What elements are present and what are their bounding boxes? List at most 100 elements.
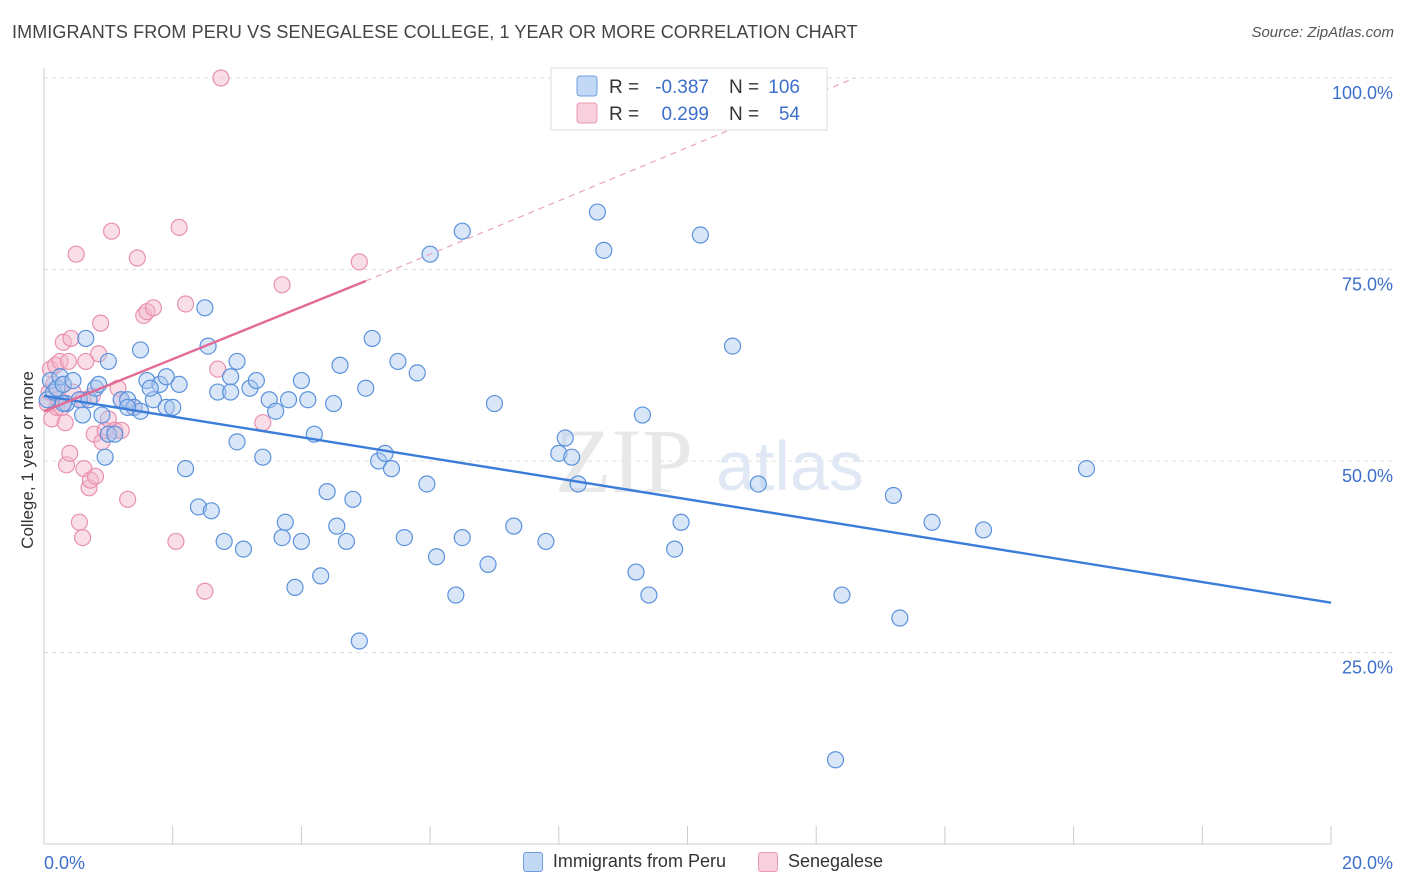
- point-peru: [453, 222, 471, 240]
- point-senegalese: [350, 253, 368, 271]
- point-peru: [318, 483, 336, 501]
- point-senegalese: [167, 532, 185, 551]
- point-senegalese: [56, 414, 74, 432]
- point-peru: [382, 460, 401, 478]
- point-peru: [202, 502, 220, 520]
- point-peru: [453, 528, 471, 547]
- point-peru: [234, 540, 253, 558]
- point-peru: [312, 567, 330, 585]
- point-peru: [395, 528, 413, 547]
- point-peru: [505, 517, 523, 535]
- point-peru: [196, 299, 214, 317]
- point-peru: [1077, 460, 1096, 478]
- point-peru: [537, 532, 555, 551]
- point-peru: [337, 532, 356, 551]
- point-senegalese: [209, 360, 227, 378]
- point-peru: [363, 329, 381, 348]
- legend-n-value-senegalese: 54: [779, 104, 801, 125]
- point-peru: [247, 371, 265, 390]
- point-peru: [672, 513, 690, 531]
- source-label: Source: ZipAtlas.com: [1251, 24, 1394, 41]
- point-senegalese: [196, 582, 214, 600]
- point-peru: [189, 498, 208, 516]
- point-peru: [427, 548, 446, 566]
- point-senegalese: [74, 528, 92, 547]
- point-peru: [974, 521, 993, 539]
- point-peru: [344, 490, 362, 508]
- legend-r-value-senegalese: 0.299: [661, 104, 709, 125]
- point-peru: [833, 586, 851, 604]
- point-peru: [350, 632, 368, 650]
- point-senegalese: [176, 295, 195, 313]
- point-senegalese: [273, 276, 291, 294]
- point-peru: [563, 448, 581, 466]
- trend-line-senegalese: [43, 279, 367, 413]
- tick-labels: 25.0% 50.0% 75.0% 100.0% 0.0% 20.0%: [44, 83, 1393, 873]
- point-peru: [627, 563, 645, 581]
- legend-item-senegalese: Senegalese: [757, 851, 884, 872]
- watermark-atlas: atlas: [716, 427, 864, 505]
- point-peru: [276, 513, 294, 531]
- point-senegalese: [102, 222, 121, 240]
- point-peru: [267, 402, 285, 420]
- point-peru: [292, 371, 310, 390]
- point-peru: [923, 513, 941, 531]
- stats-legend: R = -0.387 N = 106 R = 0.299 N = 54: [550, 67, 828, 131]
- point-senegalese: [67, 245, 85, 263]
- point-peru: [99, 425, 117, 443]
- point-peru: [357, 379, 375, 397]
- point-senegalese: [61, 444, 79, 462]
- point-senegalese: [54, 333, 72, 351]
- y-tick-label: 75.0%: [1342, 275, 1393, 295]
- legend-n-value-peru: 106: [768, 77, 800, 98]
- legend-n-label-senegalese: N =: [729, 104, 759, 125]
- point-senegalese: [59, 352, 78, 371]
- x-tick-label: 0.0%: [44, 853, 85, 873]
- chart-title: IMMIGRANTS FROM PERU VS SENEGALESE COLLE…: [12, 22, 858, 42]
- point-peru: [254, 448, 272, 466]
- legend-label-peru: Immigrants from Peru: [552, 851, 726, 871]
- point-senegalese: [86, 467, 105, 485]
- point-senegalese: [254, 414, 272, 432]
- point-peru: [64, 371, 82, 390]
- point-peru: [228, 433, 246, 451]
- point-peru: [286, 578, 304, 596]
- point-peru: [556, 429, 574, 447]
- point-senegalese: [128, 249, 146, 267]
- legend-label-senegalese: Senegalese: [787, 851, 884, 871]
- point-peru: [376, 444, 394, 462]
- point-peru: [96, 448, 114, 466]
- point-peru: [209, 383, 227, 401]
- point-senegalese: [70, 513, 88, 531]
- point-peru: [595, 241, 613, 259]
- legend-swatch-peru-bottom: [522, 851, 543, 872]
- point-peru: [884, 486, 903, 505]
- legend-r-value-peru: -0.387: [655, 77, 709, 98]
- point-senegalese: [77, 352, 95, 371]
- point-senegalese: [92, 314, 110, 332]
- point-peru: [77, 329, 95, 348]
- point-peru: [569, 475, 587, 493]
- point-senegalese: [212, 69, 230, 87]
- y-tick-label: 50.0%: [1342, 466, 1393, 486]
- legend-r-label-senegalese: R =: [609, 104, 639, 125]
- point-peru: [479, 555, 497, 574]
- legend-swatch-peru: [576, 75, 598, 97]
- legend-swatch-senegalese-bottom: [757, 851, 778, 872]
- axes: [43, 68, 1332, 845]
- legend-n-label-peru: N =: [729, 77, 759, 98]
- point-peru: [749, 475, 767, 493]
- point-peru: [447, 586, 465, 604]
- point-peru: [170, 375, 188, 393]
- point-peru: [723, 337, 742, 355]
- senegalese-points: [38, 69, 368, 600]
- point-senegalese: [144, 299, 162, 317]
- point-peru: [93, 406, 111, 424]
- legend-swatch-senegalese: [576, 102, 598, 124]
- point-peru: [222, 383, 240, 401]
- point-peru: [299, 391, 317, 409]
- point-peru: [826, 751, 845, 769]
- point-peru: [99, 352, 117, 371]
- watermark-zip: ZIP: [555, 410, 693, 512]
